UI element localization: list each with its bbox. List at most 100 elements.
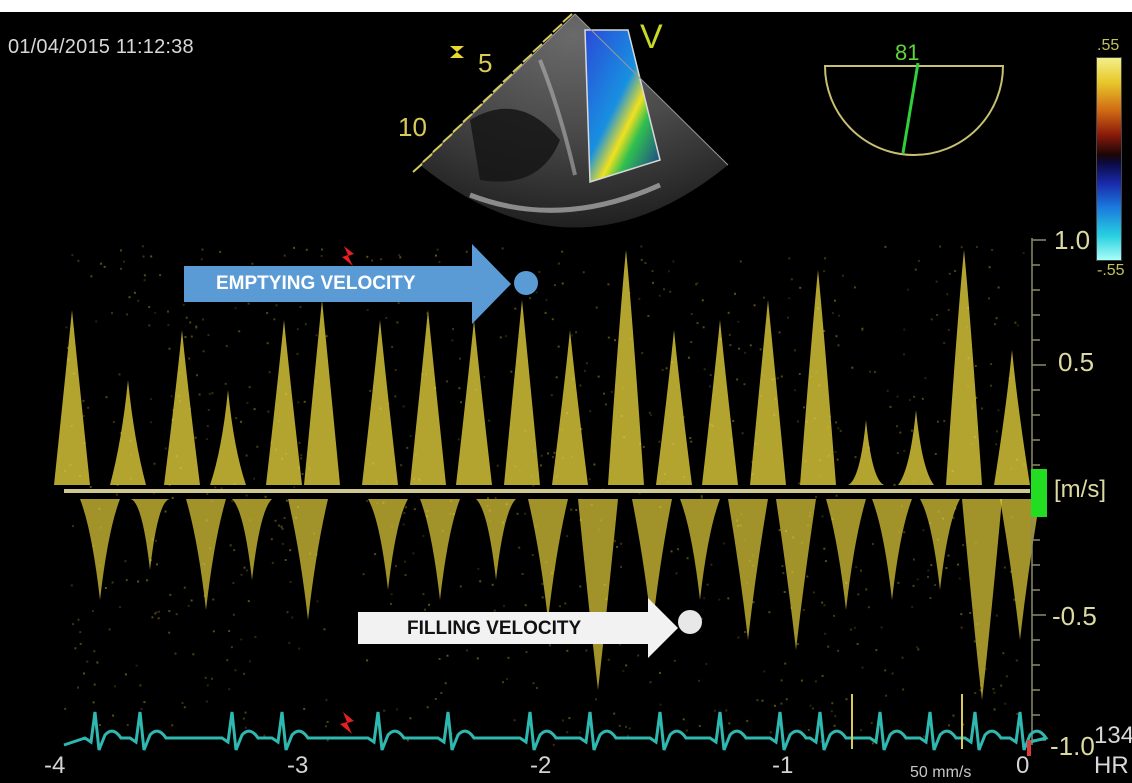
spectrum-speckle	[230, 646, 233, 649]
spectrum-speckle	[283, 517, 286, 519]
spectrum-speckle	[911, 605, 914, 608]
spectrum-speckle	[390, 602, 392, 605]
spectrum-speckle	[275, 304, 278, 307]
spectrum-speckle	[65, 326, 68, 329]
filling-trough	[728, 499, 768, 640]
spectrum-speckle	[115, 493, 118, 496]
spectrum-speckle	[641, 352, 644, 355]
spectrum-speckle	[778, 529, 781, 532]
spectrum-speckle	[763, 670, 766, 673]
spectrum-speckle	[82, 415, 85, 417]
spectrum-speckle	[759, 348, 762, 351]
spectrum-speckle	[280, 525, 283, 528]
spectrum-speckle	[184, 336, 187, 339]
spectrum-speckle	[912, 558, 915, 561]
spectrum-speckle	[885, 694, 888, 697]
spectrum-speckle	[917, 648, 920, 651]
spectrum-speckle	[111, 312, 113, 315]
spectrum-speckle	[851, 366, 854, 369]
spectrum-speckle	[793, 389, 796, 392]
spectrum-speckle	[155, 539, 157, 542]
spectrum-speckle	[271, 561, 274, 564]
spectrum-speckle	[96, 661, 99, 664]
spectrum-speckle	[663, 288, 665, 291]
spectrum-speckle	[224, 382, 227, 385]
spectrum-speckle	[821, 601, 824, 604]
spectrum-speckle	[616, 546, 619, 548]
spectrum-speckle	[183, 586, 186, 589]
spectrum-speckle	[77, 686, 79, 689]
spectrum-speckle	[93, 683, 96, 686]
spectrum-speckle	[835, 335, 838, 338]
spectrum-speckle	[934, 453, 937, 455]
spectrum-speckle	[713, 709, 716, 712]
spectrum-speckle	[383, 709, 386, 712]
spectrum-speckle	[948, 272, 951, 275]
spectrum-speckle	[190, 335, 193, 338]
spectrum-speckle	[819, 740, 822, 743]
spectrum-speckle	[788, 257, 791, 260]
spectrum-speckle	[834, 451, 837, 453]
spectrum-speckle	[206, 425, 209, 428]
filling-trough	[288, 499, 328, 620]
spectrum-speckle	[400, 464, 403, 467]
spectrum-speckle	[579, 384, 582, 387]
spectrum-speckle	[422, 535, 425, 537]
spectrum-speckle	[661, 369, 664, 371]
spectrum-speckle	[300, 457, 303, 460]
spectrum-speckle	[854, 456, 857, 459]
spectrum-speckle	[943, 420, 946, 422]
spectrum-speckle	[424, 608, 426, 611]
spectrum-speckle	[83, 672, 85, 675]
spectrum-speckle	[620, 542, 623, 545]
spectrum-speckle	[640, 258, 643, 261]
spectrum-speckle	[195, 325, 198, 328]
spectrum-speckle	[380, 258, 383, 261]
spectrum-speckle	[366, 499, 368, 502]
spectrum-speckle	[104, 587, 107, 589]
spectrum-speckle	[553, 284, 556, 287]
baseline-marker[interactable]	[1031, 469, 1047, 517]
spectrum-speckle	[703, 597, 706, 600]
spectrum-speckle	[935, 280, 938, 283]
spectrum-speckle	[175, 613, 178, 616]
emptying-peak	[800, 270, 836, 485]
time-label-2: -2	[530, 752, 552, 779]
spectrum-speckle	[975, 396, 978, 399]
spectrum-speckle	[787, 316, 790, 319]
spectrum-speckle	[326, 720, 329, 723]
spectrum-speckle	[696, 322, 699, 325]
spectrum-speckle	[266, 342, 269, 345]
spectrum-speckle	[174, 652, 177, 655]
spectrum-speckle	[233, 549, 236, 552]
spectrum-speckle	[580, 428, 583, 431]
depth-label-near: 5	[478, 48, 493, 78]
spectrum-speckle	[897, 581, 900, 584]
spectrum-speckle	[865, 588, 868, 591]
spectrum-speckle	[148, 324, 151, 327]
spectrum-speckle	[120, 249, 122, 252]
spectrum-speckle	[927, 569, 930, 572]
spectrum-speckle	[303, 707, 306, 710]
spectrum-speckle	[625, 725, 627, 728]
spectrum-speckle	[541, 596, 544, 599]
spectrum-speckle	[128, 296, 131, 299]
spectrum-speckle	[298, 441, 301, 444]
spectrum-speckle	[289, 549, 292, 552]
spectrum-speckle	[428, 603, 431, 606]
angle-value: 81	[895, 40, 920, 65]
spectrum-speckle	[133, 291, 136, 294]
spectrum-speckle	[1016, 324, 1019, 327]
spectrum-speckle	[397, 302, 400, 305]
spectrum-speckle	[803, 406, 805, 409]
cursor-end-marker	[1027, 740, 1031, 756]
spectrum-speckle	[744, 631, 747, 633]
spectrum-speckle	[95, 320, 98, 323]
spectrum-speckle	[797, 420, 799, 423]
spectrum-speckle	[123, 260, 126, 263]
spectrum-speckle	[690, 313, 693, 315]
spectrum-speckle	[647, 314, 650, 317]
spectrum-speckle	[135, 664, 138, 667]
spectrum-speckle	[837, 649, 840, 652]
spectrum-speckle	[780, 679, 783, 682]
